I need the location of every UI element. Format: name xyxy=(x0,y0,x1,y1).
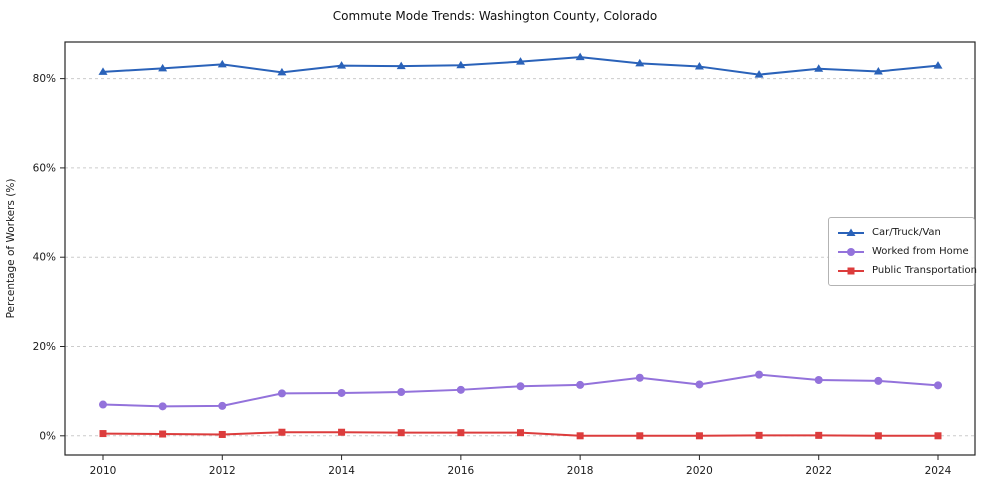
legend-label: Public Transportation xyxy=(872,265,977,276)
svg-text:2020: 2020 xyxy=(686,465,713,477)
legend-item-public-transportation: Public Transportation xyxy=(836,261,977,280)
svg-text:0%: 0% xyxy=(39,430,56,442)
legend-item-car-truck-van: Car/Truck/Van xyxy=(836,223,966,242)
series-worked-from-home xyxy=(99,370,942,411)
svg-text:60%: 60% xyxy=(33,162,56,174)
legend-label: Worked from Home xyxy=(872,246,969,257)
y-axis-label: Percentage of Workers (%) xyxy=(5,179,17,319)
series-car-truck-van xyxy=(98,52,943,78)
legend-item-worked-from-home: Worked from Home xyxy=(836,242,969,261)
x-axis: 2010 2012 2014 2016 2018 2020 2022 2024 xyxy=(90,455,952,477)
line-circle-marker-icon xyxy=(838,247,864,256)
svg-text:80%: 80% xyxy=(33,73,56,85)
svg-text:2014: 2014 xyxy=(328,465,355,477)
svg-text:2022: 2022 xyxy=(805,465,832,477)
svg-text:2024: 2024 xyxy=(925,465,952,477)
y-axis: 0% 20% 40% 60% 80% xyxy=(33,73,65,442)
svg-text:2010: 2010 xyxy=(90,465,117,477)
chart-legend: Car/Truck/Van Worked from Home Public Tr… xyxy=(828,217,977,286)
svg-text:40%: 40% xyxy=(33,252,56,264)
legend-label: Car/Truck/Van xyxy=(872,227,941,238)
chart-title: Commute Mode Trends: Washington County, … xyxy=(332,9,658,23)
svg-text:2012: 2012 xyxy=(209,465,236,477)
series-public-transportation xyxy=(99,428,942,440)
svg-text:2018: 2018 xyxy=(567,465,594,477)
line-triangle-marker-icon xyxy=(838,228,864,236)
line-square-marker-icon xyxy=(838,267,864,274)
plot-frame xyxy=(64,41,976,456)
svg-text:20%: 20% xyxy=(33,341,56,353)
svg-text:2016: 2016 xyxy=(447,465,474,477)
